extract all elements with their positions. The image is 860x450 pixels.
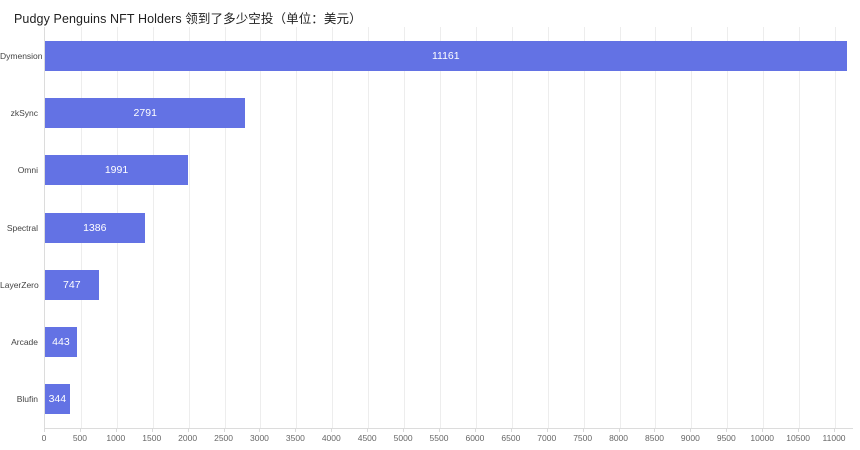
x-tick-label-2000: 2000 xyxy=(178,433,198,443)
bar-arcade: 443 xyxy=(45,327,77,358)
y-label-dymension: Dymension xyxy=(0,50,43,61)
x-tick-mark-3500 xyxy=(295,428,297,432)
x-tick-mark-10000 xyxy=(762,428,764,432)
x-tick-mark-7000 xyxy=(546,428,548,432)
bar-zksync: 2791 xyxy=(45,97,246,128)
x-tick-label-4500: 4500 xyxy=(357,433,377,443)
gridline-x-7500 xyxy=(583,27,585,428)
x-tick-mark-1500 xyxy=(151,428,153,432)
bar-value-zksync: 2791 xyxy=(133,106,157,119)
gridline-x-9500 xyxy=(727,27,729,428)
x-tick-label-7500: 7500 xyxy=(573,433,593,443)
x-tick-label-1500: 1500 xyxy=(142,433,162,443)
bar-value-omni: 1991 xyxy=(104,164,129,177)
y-label-blufin: Blufin xyxy=(16,394,38,405)
bar-value-blufin: 344 xyxy=(48,393,67,406)
gridline-x-11000 xyxy=(835,27,837,428)
x-tick-mark-10500 xyxy=(798,428,800,432)
x-tick-label-4000: 4000 xyxy=(321,433,341,443)
x-tick-mark-3000 xyxy=(259,428,261,432)
x-tick-mark-500 xyxy=(79,428,81,432)
x-tick-mark-9500 xyxy=(726,428,728,432)
x-tick-mark-11000 xyxy=(834,428,836,432)
bar-dymension: 11161 xyxy=(45,40,847,71)
x-tick-label-3000: 3000 xyxy=(249,433,269,443)
gridline-x-1500 xyxy=(152,27,154,428)
x-tick-mark-6500 xyxy=(510,428,512,432)
bar-value-spectral: 1386 xyxy=(83,221,107,234)
x-tick-mark-2000 xyxy=(187,428,189,432)
bar-value-layerzero: 747 xyxy=(63,278,81,291)
gridline-x-3000 xyxy=(260,27,262,428)
x-tick-mark-6000 xyxy=(474,428,476,432)
x-tick-label-0: 0 xyxy=(41,433,47,443)
x-tick-label-8500: 8500 xyxy=(645,433,664,443)
x-tick-label-5500: 5500 xyxy=(429,433,449,443)
gridline-x-5000 xyxy=(404,27,406,428)
x-tick-label-500: 500 xyxy=(72,433,87,443)
y-label-zksync: zkSync xyxy=(10,107,38,118)
y-label-layerzero: LayerZero xyxy=(0,279,39,290)
bar-layerzero: 747 xyxy=(45,269,99,300)
bar-omni: 1991 xyxy=(45,155,188,186)
x-tick-mark-8000 xyxy=(618,428,620,432)
x-tick-label-3500: 3500 xyxy=(285,433,305,443)
x-tick-label-6000: 6000 xyxy=(465,433,485,443)
x-tick-mark-7500 xyxy=(582,428,584,432)
plot-area: 11161 2791 1991 1386 747 443 344 xyxy=(44,27,853,429)
bar-value-dymension: 11161 xyxy=(431,49,460,62)
gridline-x-10000 xyxy=(763,27,765,428)
bar-blufin: 344 xyxy=(45,384,70,415)
x-tick-mark-5000 xyxy=(403,428,405,432)
gridline-x-6500 xyxy=(511,27,513,428)
bar-value-arcade: 443 xyxy=(52,336,70,349)
x-tick-label-11000: 11000 xyxy=(822,433,846,443)
gridline-x-7000 xyxy=(547,27,549,428)
gridline-x-3500 xyxy=(296,27,298,428)
x-tick-label-5000: 5000 xyxy=(393,433,413,443)
x-tick-label-9500: 9500 xyxy=(716,433,736,443)
x-tick-mark-8500 xyxy=(654,428,656,432)
x-tick-mark-9000 xyxy=(690,428,692,432)
gridline-x-5500 xyxy=(440,27,442,428)
x-tick-mark-1000 xyxy=(115,428,117,432)
y-label-arcade: Arcade xyxy=(11,337,38,348)
gridline-x-4500 xyxy=(368,27,370,428)
x-tick-label-2500: 2500 xyxy=(214,433,234,443)
gridline-x-6000 xyxy=(475,27,477,428)
x-tick-label-1000: 1000 xyxy=(106,433,126,443)
x-tick-label-7000: 7000 xyxy=(537,433,557,443)
gridline-x-9000 xyxy=(691,27,693,428)
x-tick-label-6500: 6500 xyxy=(501,433,521,443)
gridline-x-2500 xyxy=(224,27,226,428)
gridline-x-8000 xyxy=(619,27,621,428)
x-tick-mark-0 xyxy=(44,428,45,432)
gridline-x-10500 xyxy=(799,27,801,428)
x-tick-label-10500: 10500 xyxy=(786,433,810,443)
x-tick-mark-4500 xyxy=(367,428,369,432)
x-tick-label-10000: 10000 xyxy=(750,433,775,443)
x-tick-mark-5500 xyxy=(439,428,441,432)
gridline-x-8500 xyxy=(655,27,657,428)
x-tick-mark-4000 xyxy=(331,428,333,432)
gridline-x-2000 xyxy=(188,27,190,428)
chart-title: Pudgy Penguins NFT Holders 领到了多少空投（单位：美元… xyxy=(14,12,362,26)
x-tick-label-8000: 8000 xyxy=(609,433,629,443)
bar-spectral: 1386 xyxy=(45,212,145,243)
y-label-omni: Omni xyxy=(17,165,38,176)
x-tick-mark-2500 xyxy=(223,428,225,432)
gridline-x-4000 xyxy=(332,27,334,428)
y-label-spectral: Spectral xyxy=(6,222,38,233)
x-tick-label-9000: 9000 xyxy=(680,433,700,443)
